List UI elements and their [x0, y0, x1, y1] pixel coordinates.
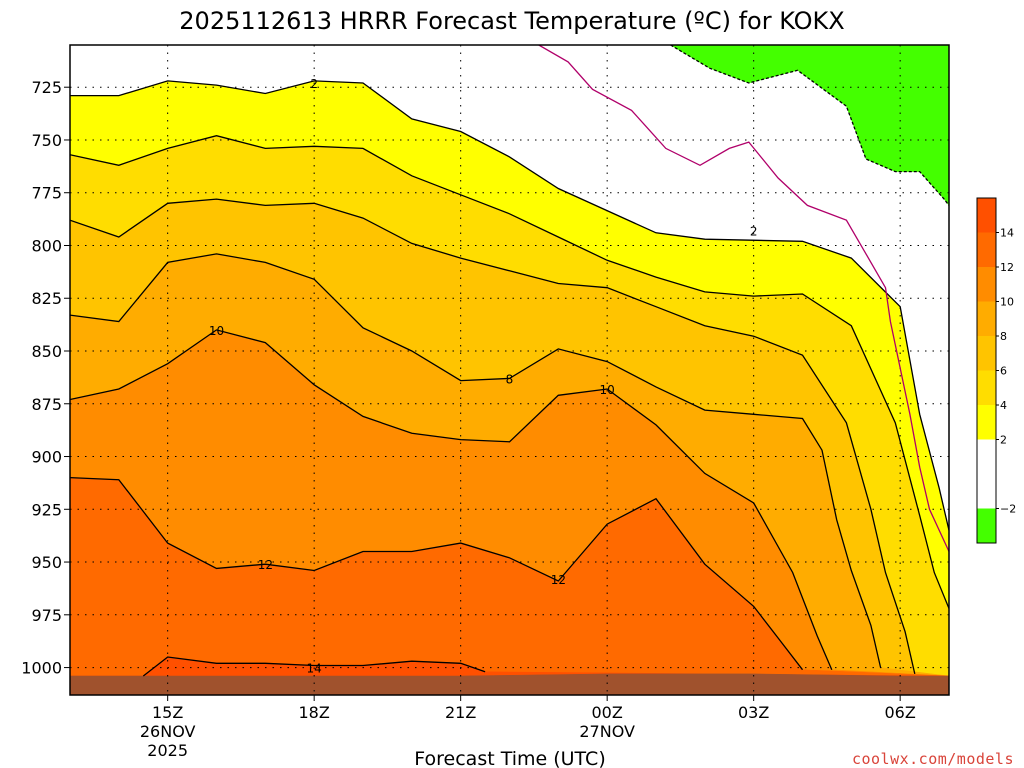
legend-swatch	[977, 405, 996, 440]
legend-tick-label: 6	[1000, 365, 1007, 378]
plot-fills	[70, 45, 949, 695]
y-tick-label: 975	[31, 606, 62, 625]
x-tick-label: 2025	[147, 741, 188, 760]
legend-swatch	[977, 336, 996, 371]
legend-tick-label: 10	[1000, 296, 1014, 309]
contour-label: 14	[307, 662, 322, 676]
credit-text: coolwx.com/models	[852, 750, 1014, 768]
x-tick-label: 15Z	[152, 703, 183, 722]
y-tick-label: 750	[31, 131, 62, 150]
y-tick-label: 775	[31, 184, 62, 203]
y-tick-label: 850	[31, 342, 62, 361]
chart-title: 2025112613 HRRR Forecast Temperature (ºC…	[179, 7, 844, 35]
legend-swatch	[977, 474, 996, 509]
legend-tick-label: 8	[1000, 330, 1007, 343]
y-tick-label: 925	[31, 500, 62, 519]
contour-label: 8	[506, 372, 514, 386]
legend-swatch	[977, 301, 996, 336]
x-tick-label: 27NOV	[579, 722, 635, 741]
legend-tick-label: −2	[1000, 503, 1016, 516]
color-legend: −2 2 4 6 8 10 12 14	[976, 197, 1016, 544]
contour-line-0	[538, 45, 949, 552]
legend-tick-label: 2	[1000, 434, 1007, 447]
contour-line-minus2	[670, 45, 949, 206]
x-tick-label: 18Z	[299, 703, 330, 722]
x-tick-label: 00Z	[592, 703, 623, 722]
y-tick-label: 900	[31, 448, 62, 467]
contour-label: 2	[750, 225, 758, 239]
contour-label: 2	[310, 77, 318, 91]
region-ground	[70, 673, 949, 695]
contour-line-2	[70, 80, 949, 531]
contour-line-8	[70, 253, 882, 668]
contour-labels: 2 2 10 8 10 12 12 14	[209, 77, 758, 676]
contour-line-10	[70, 329, 833, 670]
x-tick-label: 21Z	[445, 703, 476, 722]
x-tick-label: 26NOV	[140, 722, 196, 741]
legend-tick-label: 4	[1000, 399, 1007, 412]
x-axis-label: Forecast Time (UTC)	[414, 748, 605, 768]
x-tick-label: 06Z	[885, 703, 916, 722]
legend-swatch	[977, 439, 996, 474]
legend-tick-label: 14	[1000, 227, 1014, 240]
y-tick-label: 825	[31, 289, 62, 308]
legend-swatch	[977, 267, 996, 302]
y-tick-label: 875	[31, 395, 62, 414]
contour-label: 12	[258, 558, 273, 572]
legend-swatch	[977, 232, 996, 267]
contour-label: 12	[551, 573, 566, 587]
y-axis-ticks: 725 750 775 800 825 850 875 900 925 950 975 1000	[21, 78, 70, 678]
plot-frame	[69, 44, 950, 696]
plot-contours	[70, 45, 949, 677]
contour-line-4	[70, 135, 949, 609]
contour-label: 10	[600, 383, 615, 397]
y-tick-label: 1000	[21, 659, 62, 678]
y-tick-label: 950	[31, 553, 62, 572]
y-tick-label: 725	[31, 78, 62, 97]
legend-swatch	[977, 198, 996, 233]
contour-line-14	[142, 656, 486, 677]
x-tick-label: 03Z	[738, 703, 769, 722]
contour-line-6	[70, 198, 916, 675]
legend-tick-label: 12	[1000, 261, 1014, 274]
legend-swatch	[977, 508, 996, 543]
contour-label: 10	[209, 324, 224, 338]
legend-swatch	[977, 370, 996, 405]
contour-line-12	[70, 476, 804, 671]
y-tick-label: 800	[31, 236, 62, 255]
